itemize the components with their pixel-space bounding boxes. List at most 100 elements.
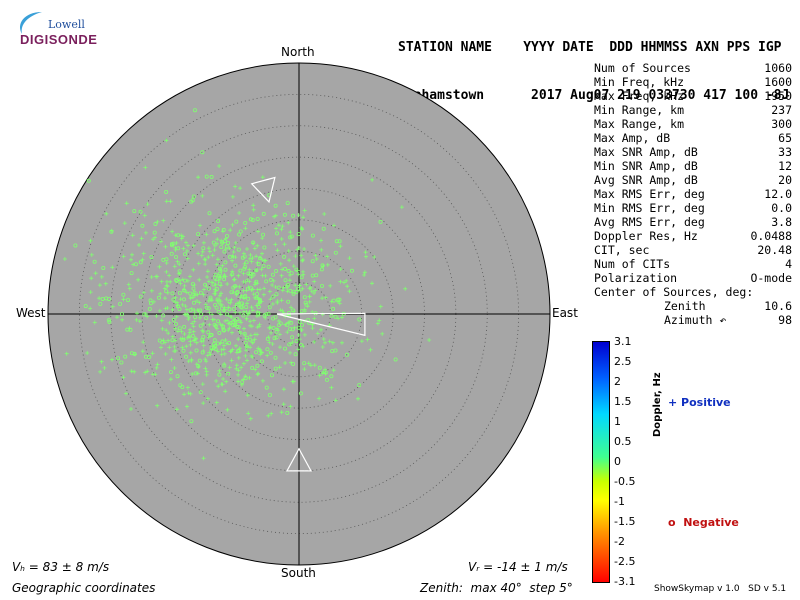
- source-point-positive: [143, 312, 148, 316]
- source-point-negative: [330, 349, 335, 354]
- source-point-positive: [239, 320, 243, 325]
- source-point-negative: [265, 347, 270, 352]
- stat-row: Avg RMS Err, deg 3.8: [594, 215, 792, 229]
- stat-value: 0.0488: [750, 229, 792, 243]
- source-point-positive: [289, 305, 293, 310]
- source-point-positive: [301, 257, 305, 262]
- source-point-positive: [184, 290, 189, 295]
- center-azimuth: Azimuth ↶ 98: [594, 313, 792, 327]
- source-point-positive: [340, 340, 344, 345]
- source-point-positive: [255, 332, 260, 337]
- source-point-positive: [212, 317, 216, 322]
- source-point-positive: [174, 314, 179, 319]
- source-point-negative: [223, 267, 228, 272]
- colorbar-tick-label: -1: [614, 495, 625, 508]
- source-point-positive: [157, 308, 162, 313]
- stat-row: Max Amp, dB 65: [594, 131, 792, 145]
- source-point-negative: [86, 178, 91, 183]
- source-point-positive: [165, 306, 170, 310]
- source-point-positive: [251, 292, 256, 297]
- source-point-negative: [261, 232, 266, 237]
- source-point-positive: [92, 320, 97, 325]
- source-point-negative: [233, 263, 238, 268]
- source-point-negative: [299, 322, 304, 327]
- source-point-negative: [244, 260, 249, 265]
- source-point-positive: [238, 186, 243, 191]
- source-point-positive: [206, 298, 211, 303]
- source-point-positive: [182, 337, 187, 342]
- stat-row: Num of Sources 1060: [594, 61, 792, 75]
- source-point-positive: [247, 256, 252, 261]
- source-point-negative: [274, 335, 279, 340]
- source-point-positive: [210, 280, 214, 285]
- stat-row: Avg SNR Amp, dB 20: [594, 173, 792, 187]
- source-point-positive: [280, 224, 285, 229]
- source-point-negative: [121, 292, 126, 297]
- source-point-negative: [273, 355, 278, 360]
- source-point-positive: [246, 311, 251, 316]
- source-point-negative: [178, 383, 183, 388]
- source-point-negative: [271, 316, 276, 321]
- source-point-positive: [175, 329, 180, 334]
- direction-arrow: [285, 447, 313, 472]
- source-point-positive: [229, 273, 234, 278]
- source-point-positive: [249, 259, 254, 264]
- source-point-positive: [99, 359, 104, 364]
- source-point-positive: [195, 292, 200, 297]
- source-point-positive: [220, 323, 225, 328]
- source-point-positive: [241, 271, 246, 276]
- source-point-positive: [232, 277, 236, 282]
- source-point-negative: [250, 217, 255, 222]
- source-point-negative: [393, 357, 398, 362]
- source-point-positive: [120, 317, 125, 322]
- source-point-positive: [230, 347, 235, 352]
- source-point-positive: [145, 202, 150, 207]
- source-point-negative: [276, 285, 281, 290]
- source-point-negative: [222, 249, 227, 254]
- colorbar-tick-label: -0.5: [614, 475, 636, 488]
- source-point-positive: [327, 339, 332, 344]
- source-point-positive: [155, 274, 160, 279]
- source-point-positive: [164, 138, 169, 143]
- source-point-positive: [321, 337, 326, 341]
- source-point-positive: [290, 340, 295, 345]
- source-point-positive: [278, 261, 283, 266]
- source-point-positive: [257, 324, 262, 329]
- source-point-negative: [357, 383, 362, 388]
- source-point-negative: [128, 327, 133, 332]
- source-point-positive: [188, 342, 193, 347]
- source-point-positive: [226, 321, 231, 326]
- direction-arrow: [250, 176, 276, 204]
- source-point-positive: [193, 293, 197, 298]
- source-point-positive: [245, 301, 249, 306]
- source-point-positive: [281, 402, 286, 407]
- source-point-positive: [177, 271, 182, 276]
- source-point-positive: [255, 260, 260, 265]
- source-point-positive: [312, 363, 317, 368]
- source-point-positive: [222, 343, 226, 348]
- source-point-positive: [241, 361, 246, 366]
- source-point-positive: [89, 252, 94, 257]
- source-point-positive: [270, 283, 275, 287]
- source-point-positive: [172, 349, 177, 354]
- source-point-positive: [197, 315, 202, 320]
- source-point-negative: [224, 233, 229, 238]
- source-point-positive: [320, 371, 325, 376]
- source-point-positive: [323, 295, 328, 300]
- colorbar-tick-label: -2: [614, 535, 625, 548]
- source-point-positive: [244, 348, 249, 353]
- source-point-positive: [185, 278, 190, 283]
- source-point-negative: [217, 330, 222, 335]
- source-point-positive: [330, 340, 335, 345]
- source-point-positive: [223, 319, 228, 323]
- source-point-positive: [189, 306, 194, 311]
- source-point-negative: [217, 275, 222, 280]
- source-point-positive: [245, 358, 249, 363]
- source-point-positive: [347, 289, 352, 294]
- source-point-positive: [188, 350, 193, 355]
- source-point-positive: [308, 363, 313, 368]
- source-point-positive: [194, 362, 199, 367]
- stat-row: Max SNR Amp, dB 33: [594, 145, 792, 159]
- source-point-positive: [309, 289, 314, 294]
- stat-value: 0.0: [771, 201, 792, 215]
